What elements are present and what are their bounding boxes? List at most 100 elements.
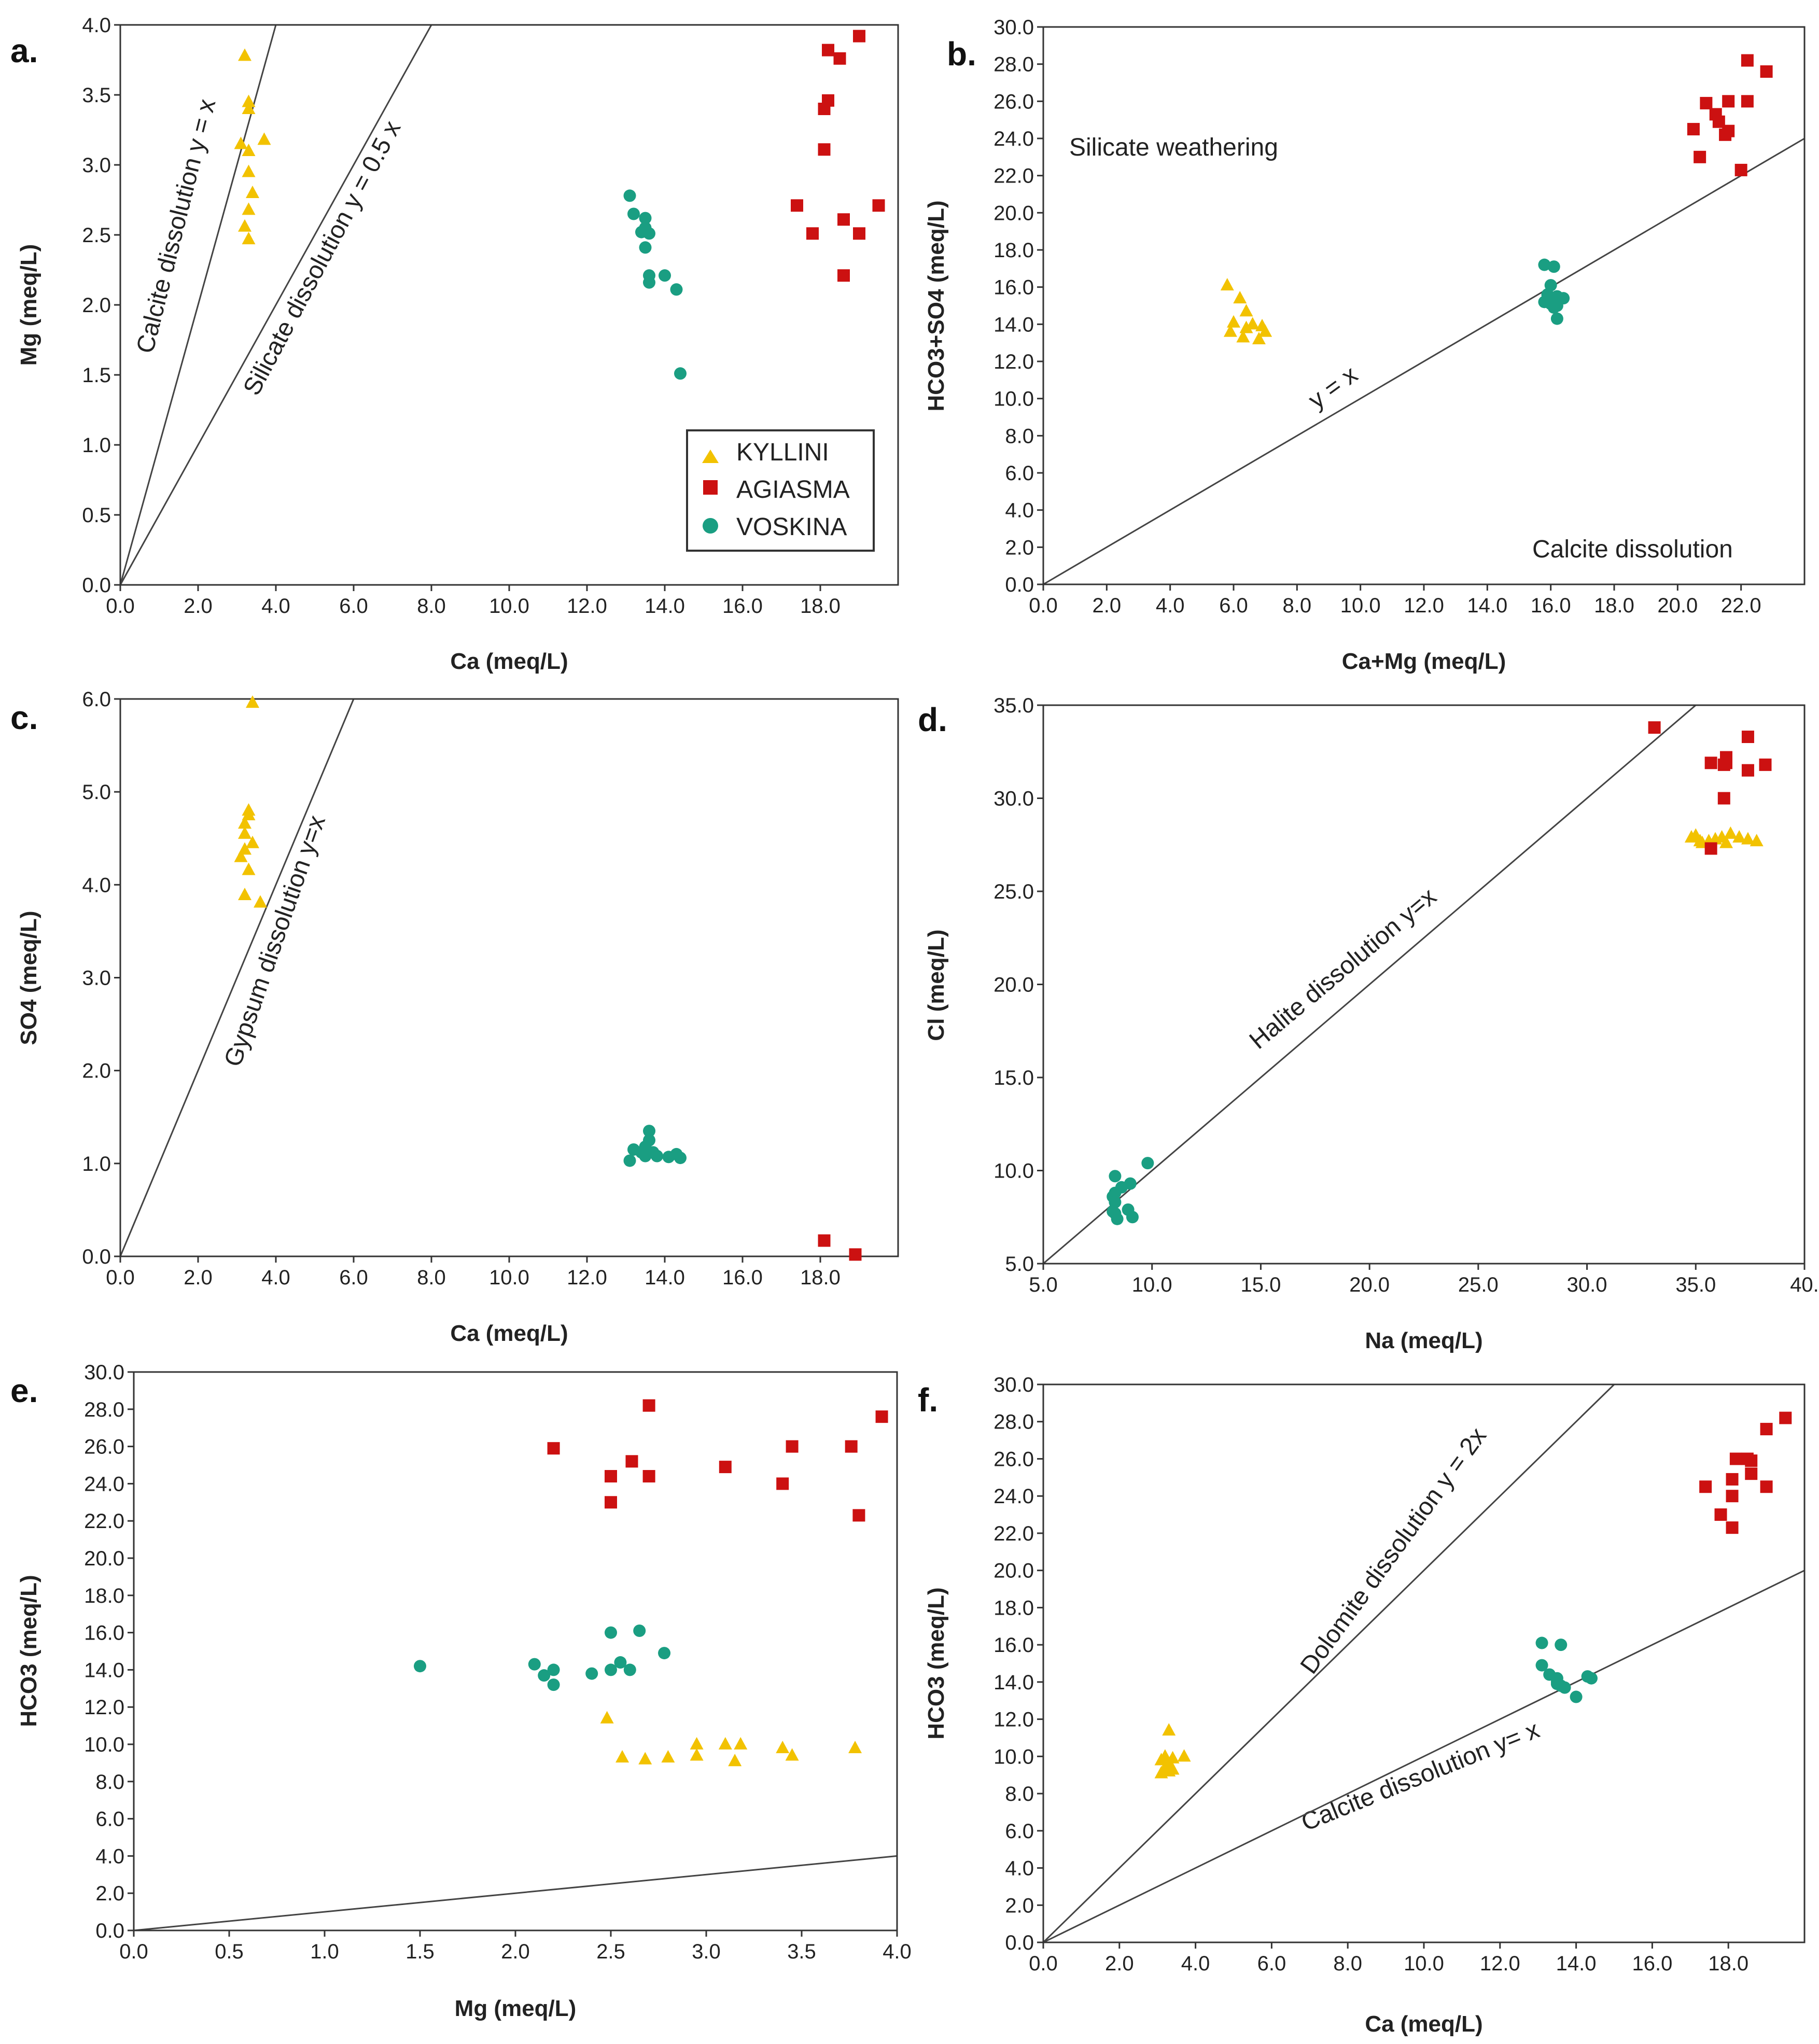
panel-a-x-tick-label: 16.0 bbox=[722, 595, 763, 618]
panel-a-point-kyllini bbox=[234, 136, 248, 149]
panel-f-label: f. bbox=[918, 1381, 938, 1419]
panel-f-point-agiasma bbox=[1726, 1521, 1739, 1534]
panel-b-y-tick-label: 2.0 bbox=[1005, 536, 1034, 559]
panel-d-point-kyllini bbox=[1741, 832, 1755, 845]
panel-b-x-tick-label: 4.0 bbox=[1156, 594, 1185, 617]
panel-a-point-kyllini bbox=[242, 232, 256, 245]
panel-d-reference-line-0 bbox=[1043, 705, 1697, 1264]
panel-b-point-kyllini bbox=[1239, 304, 1253, 317]
panel-b-point-kyllini bbox=[1227, 315, 1240, 328]
panel-f-point-kyllini bbox=[1177, 1749, 1191, 1762]
panel-b-y-tick-label: 22.0 bbox=[994, 165, 1034, 188]
panel-e-y-tick-label: 30.0 bbox=[84, 1361, 124, 1384]
panel-e-y-tick-label: 14.0 bbox=[84, 1659, 124, 1682]
panel-b-point-agiasma bbox=[1741, 95, 1754, 108]
panel-a-point-voskina bbox=[643, 227, 655, 240]
panel-a-y-axis-label: Mg (meq/L) bbox=[16, 244, 41, 366]
panel-d-point-agiasma bbox=[1717, 758, 1730, 771]
panel-f-y-tick-label: 22.0 bbox=[994, 1522, 1034, 1545]
panel-f-x-tick-label: 4.0 bbox=[1181, 1952, 1210, 1975]
panel-a-point-voskina bbox=[639, 241, 652, 254]
panel-e-point-kyllini bbox=[728, 1754, 742, 1767]
panel-d-y-tick-label: 35.0 bbox=[994, 694, 1034, 717]
panel-a-x-tick-label: 6.0 bbox=[339, 595, 368, 618]
panel-e-y-tick-label: 8.0 bbox=[95, 1771, 124, 1794]
panel-c-y-tick-label: 4.0 bbox=[82, 874, 111, 897]
panel-d-point-agiasma bbox=[1704, 757, 1717, 769]
panel-e-point-agiasma bbox=[776, 1477, 789, 1490]
panel-a-x-tick-label: 18.0 bbox=[800, 595, 841, 618]
panel-c-x-tick-label: 16.0 bbox=[722, 1266, 763, 1289]
panel-e-point-agiasma bbox=[605, 1470, 617, 1483]
panel-c-point-agiasma bbox=[849, 1248, 862, 1261]
panel-e-point-voskina bbox=[547, 1663, 560, 1676]
panel-f-x-tick-label: 12.0 bbox=[1480, 1952, 1520, 1975]
panel-c-x-tick-label: 12.0 bbox=[567, 1266, 607, 1289]
panel-f-point-kyllini bbox=[1162, 1764, 1176, 1777]
panel-b-point-voskina bbox=[1550, 312, 1563, 325]
panel-f-point-agiasma bbox=[1760, 1423, 1773, 1436]
panel-f-y-tick-label: 24.0 bbox=[994, 1485, 1034, 1508]
panel-a-reference-line-0 bbox=[120, 25, 277, 585]
panel-f-x-tick-label: 18.0 bbox=[1708, 1952, 1748, 1975]
panel-e-y-tick-label: 22.0 bbox=[84, 1510, 124, 1533]
panel-c-y-tick-label: 1.0 bbox=[82, 1153, 111, 1175]
panel-e-point-agiasma bbox=[852, 1509, 865, 1522]
panel-e-point-voskina bbox=[528, 1658, 541, 1671]
panel-b: b. Ca+Mg (meq/L) HCO3+SO4 (meq/L) Silica… bbox=[924, 16, 1806, 674]
panel-d-x-tick-label: 5.0 bbox=[1029, 1273, 1058, 1296]
panel-f-y-tick-label: 14.0 bbox=[994, 1671, 1034, 1694]
panel-f-x-tick-label: 16.0 bbox=[1632, 1952, 1672, 1975]
legend-voskina-marker bbox=[703, 518, 718, 534]
panel-c-x-tick-label: 18.0 bbox=[800, 1266, 841, 1289]
legend-voskina-label: VOSKINA bbox=[736, 513, 847, 541]
panel-a-x-tick-label: 0.0 bbox=[106, 595, 135, 618]
panel-b-annotation-calcite: Calcite dissolution bbox=[1532, 536, 1733, 563]
panel-e-x-tick-label: 0.0 bbox=[119, 1940, 148, 1963]
panel-a-point-kyllini bbox=[242, 144, 256, 156]
panel-b-reference-line-0 bbox=[1043, 137, 1804, 584]
panel-a-y-tick-label: 1.0 bbox=[82, 434, 111, 457]
panel-e-point-kyllini bbox=[785, 1748, 799, 1761]
panel-e-y-tick-label: 26.0 bbox=[84, 1436, 124, 1459]
panel-d-x-tick-label: 15.0 bbox=[1240, 1273, 1281, 1296]
panel-d-x-tick-label: 30.0 bbox=[1567, 1273, 1607, 1296]
panel-a-point-kyllini bbox=[257, 132, 271, 145]
panel-e-y-tick-label: 2.0 bbox=[95, 1882, 124, 1905]
panel-a-y-tick-label: 0.0 bbox=[82, 574, 111, 597]
panel-d-point-voskina bbox=[1109, 1196, 1122, 1209]
panel-b-x-tick-label: 8.0 bbox=[1283, 594, 1312, 617]
panel-e-point-agiasma bbox=[719, 1461, 732, 1474]
panel-b-point-kyllini bbox=[1239, 320, 1253, 333]
panel-a-point-voskina bbox=[643, 276, 655, 289]
panel-a-y-tick-label: 0.5 bbox=[82, 504, 111, 527]
panel-d-label: d. bbox=[918, 701, 947, 738]
panel-f-point-voskina bbox=[1570, 1690, 1583, 1703]
panel-e-y-tick-label: 4.0 bbox=[95, 1845, 124, 1868]
panel-d-point-kyllini bbox=[1724, 826, 1738, 839]
panel-a-point-agiasma bbox=[837, 213, 850, 226]
panel-b-point-agiasma bbox=[1687, 123, 1700, 136]
panel-e-x-tick-label: 2.5 bbox=[596, 1940, 625, 1963]
panel-c-reference-line-0 bbox=[120, 699, 355, 1256]
panel-d-x-axis-label: Na (meq/L) bbox=[1365, 1328, 1482, 1353]
panel-a-x-tick-label: 14.0 bbox=[645, 595, 685, 618]
panel-c-y-axis-label: SO4 (meq/L) bbox=[16, 911, 41, 1045]
panel-c-point-kyllini bbox=[238, 816, 251, 829]
panel-e-y-tick-label: 16.0 bbox=[84, 1622, 124, 1645]
panel-c-point-kyllini bbox=[246, 835, 259, 848]
panel-e-y-axis-label: HCO3 (meq/L) bbox=[16, 1575, 41, 1727]
panel-f-point-voskina bbox=[1535, 1636, 1548, 1649]
panel-f-y-tick-label: 8.0 bbox=[1005, 1783, 1034, 1805]
panel-b-point-agiasma bbox=[1694, 150, 1706, 163]
panel-a-point-voskina bbox=[623, 189, 636, 202]
legend-kyllini-marker bbox=[702, 450, 719, 463]
panel-f-reference-line-0 bbox=[1043, 1384, 1615, 1942]
panel-d-y-tick-label: 10.0 bbox=[994, 1160, 1034, 1183]
panel-b-x-tick-label: 18.0 bbox=[1594, 594, 1634, 617]
panel-f-point-agiasma bbox=[1714, 1508, 1727, 1521]
panel-f-point-agiasma bbox=[1699, 1480, 1712, 1493]
panel-e-point-voskina bbox=[538, 1669, 551, 1682]
panel-a-point-voskina bbox=[674, 367, 687, 380]
